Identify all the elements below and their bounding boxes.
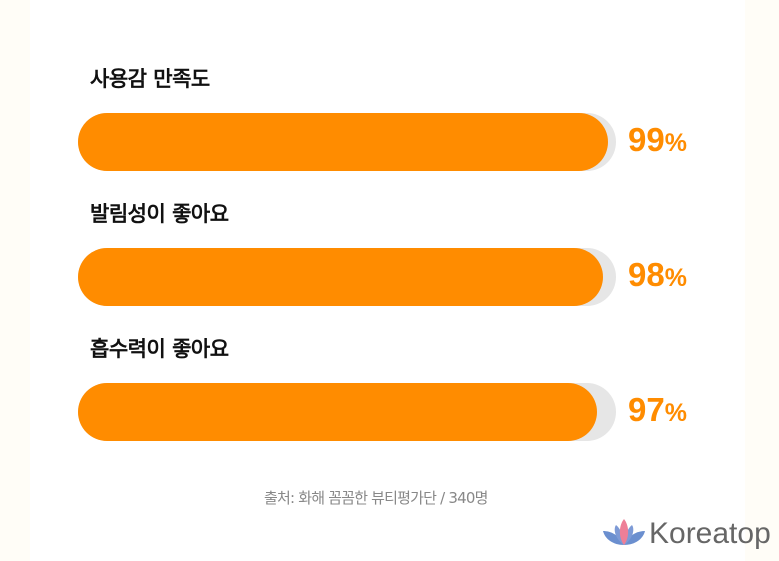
source-note: 출처: 화해 꼼꼼한 뷰티평가단 / 340명	[264, 489, 488, 507]
bar-value-label: 99%	[628, 121, 687, 159]
lotus-icon	[603, 519, 645, 545]
value-number: 99	[628, 121, 665, 158]
value-unit: %	[664, 129, 687, 157]
bar	[78, 383, 597, 441]
bar	[78, 248, 603, 306]
bar-label: 사용감 만족도	[90, 67, 210, 91]
bar-label: 흡수력이 좋아요	[90, 337, 229, 361]
value-number: 98	[628, 256, 665, 293]
bar	[78, 113, 608, 171]
logo: Koreatop	[603, 517, 771, 551]
value-number: 97	[628, 391, 665, 428]
logo-text: Koreatop	[649, 517, 771, 550]
bar-value-label: 98%	[628, 256, 687, 294]
value-unit: %	[664, 399, 687, 427]
bar-label: 발림성이 좋아요	[90, 202, 229, 226]
value-unit: %	[664, 264, 687, 292]
bar-value-label: 97%	[628, 391, 687, 429]
